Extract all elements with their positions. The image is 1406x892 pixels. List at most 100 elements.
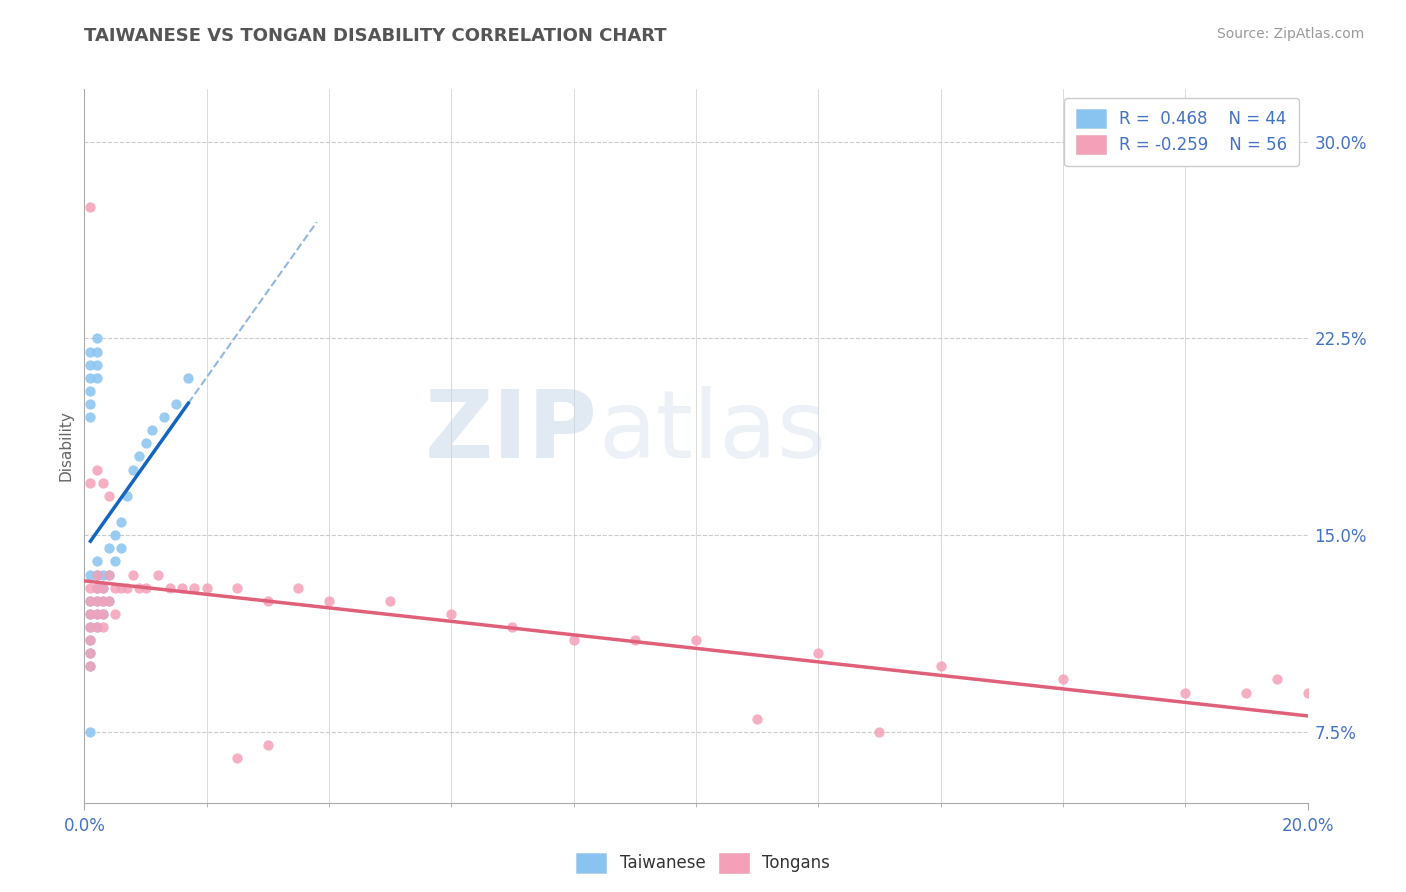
- Legend: R =  0.468    N = 44, R = -0.259    N = 56: R = 0.468 N = 44, R = -0.259 N = 56: [1064, 97, 1299, 166]
- Point: [257, 738, 280, 752]
- Point: [86, 594, 108, 608]
- Point: [97, 594, 120, 608]
- Point: [128, 450, 150, 464]
- Point: [1236, 685, 1258, 699]
- Point: [177, 371, 200, 385]
- Point: [91, 581, 114, 595]
- Point: [79, 659, 101, 673]
- Point: [257, 594, 280, 608]
- Point: [97, 594, 120, 608]
- Text: Source: ZipAtlas.com: Source: ZipAtlas.com: [1216, 27, 1364, 41]
- Point: [141, 423, 163, 437]
- Point: [1265, 673, 1288, 687]
- Point: [91, 581, 114, 595]
- Point: [86, 607, 108, 621]
- Point: [79, 567, 101, 582]
- Point: [79, 607, 101, 621]
- Point: [135, 436, 157, 450]
- Point: [79, 371, 101, 385]
- Point: [115, 581, 138, 595]
- Point: [79, 358, 101, 372]
- Point: [91, 475, 114, 490]
- Point: [79, 633, 101, 648]
- Point: [79, 475, 101, 490]
- Point: [195, 581, 218, 595]
- Point: [86, 581, 108, 595]
- Point: [318, 594, 340, 608]
- Point: [79, 620, 101, 634]
- Point: [172, 581, 194, 595]
- Point: [562, 633, 585, 648]
- Point: [110, 581, 132, 595]
- Point: [122, 567, 145, 582]
- Point: [1052, 673, 1074, 687]
- Point: [747, 712, 769, 726]
- Point: [86, 371, 108, 385]
- Point: [153, 410, 176, 425]
- Text: ZIP: ZIP: [425, 385, 598, 478]
- Point: [97, 489, 120, 503]
- Point: [86, 462, 108, 476]
- Point: [1174, 685, 1197, 699]
- Point: [91, 567, 114, 582]
- Point: [91, 594, 114, 608]
- Point: [79, 594, 101, 608]
- Point: [97, 567, 120, 582]
- Point: [91, 607, 114, 621]
- Point: [807, 646, 830, 660]
- Point: [79, 646, 101, 660]
- Text: TAIWANESE VS TONGAN DISABILITY CORRELATION CHART: TAIWANESE VS TONGAN DISABILITY CORRELATI…: [84, 27, 666, 45]
- Point: [159, 581, 181, 595]
- Point: [86, 554, 108, 568]
- Point: [86, 331, 108, 345]
- Point: [685, 633, 707, 648]
- Point: [79, 581, 101, 595]
- Point: [104, 581, 127, 595]
- Point: [110, 541, 132, 556]
- Point: [91, 620, 114, 634]
- Point: [79, 397, 101, 411]
- Point: [86, 567, 108, 582]
- Point: [104, 607, 127, 621]
- Point: [183, 581, 205, 595]
- Point: [104, 528, 127, 542]
- Point: [79, 633, 101, 648]
- Point: [97, 541, 120, 556]
- Point: [79, 725, 101, 739]
- Point: [86, 358, 108, 372]
- Point: [110, 515, 132, 529]
- Point: [165, 397, 187, 411]
- Point: [79, 646, 101, 660]
- Point: [79, 410, 101, 425]
- Point: [146, 567, 169, 582]
- Point: [79, 384, 101, 398]
- Point: [86, 581, 108, 595]
- Point: [122, 462, 145, 476]
- Point: [79, 607, 101, 621]
- Point: [86, 567, 108, 582]
- Legend: Taiwanese, Tongans: Taiwanese, Tongans: [569, 847, 837, 880]
- Point: [287, 581, 309, 595]
- Point: [869, 725, 891, 739]
- Text: atlas: atlas: [598, 385, 827, 478]
- Point: [624, 633, 647, 648]
- Point: [86, 620, 108, 634]
- Point: [91, 594, 114, 608]
- Point: [104, 554, 127, 568]
- Point: [86, 594, 108, 608]
- Point: [502, 620, 524, 634]
- Point: [79, 620, 101, 634]
- Point: [79, 344, 101, 359]
- Point: [226, 751, 249, 765]
- Y-axis label: Disability: Disability: [58, 410, 73, 482]
- Point: [79, 594, 101, 608]
- Point: [79, 659, 101, 673]
- Point: [79, 200, 101, 214]
- Point: [115, 489, 138, 503]
- Point: [86, 344, 108, 359]
- Point: [91, 607, 114, 621]
- Point: [86, 620, 108, 634]
- Point: [440, 607, 463, 621]
- Point: [226, 581, 249, 595]
- Point: [135, 581, 157, 595]
